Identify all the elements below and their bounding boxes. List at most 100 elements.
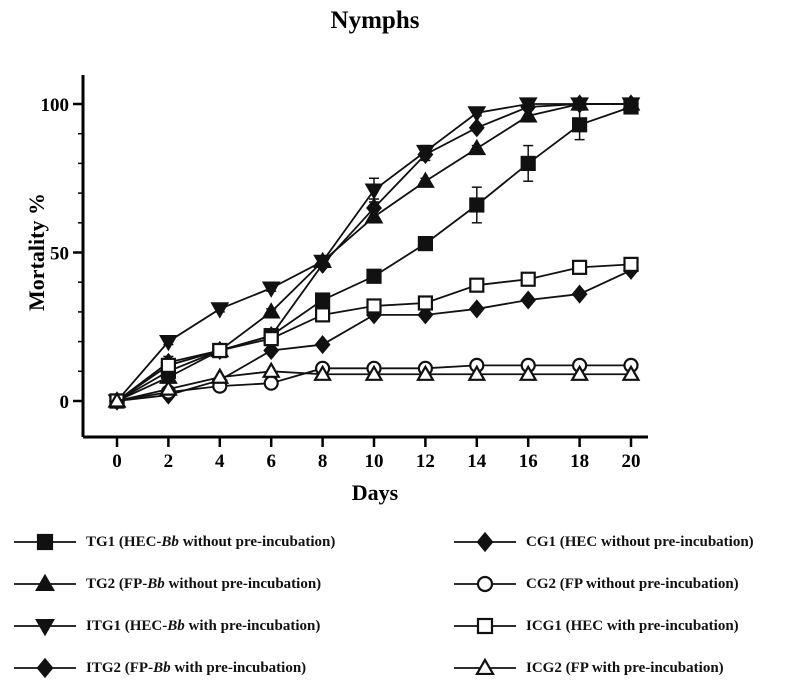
data-point-itg2 (366, 198, 382, 218)
series-icg1 (109, 256, 639, 409)
legend-item-cg2: CG2 (FP without pre-incubation) (450, 570, 739, 598)
data-point-tg2 (467, 138, 487, 156)
legend-marker-tg1 (36, 533, 54, 551)
legend-swatch-itg1 (14, 618, 76, 637)
x-tick-label: 14 (467, 451, 487, 472)
legend-label-suffix: without pre-incubation) (178, 533, 336, 550)
legend-item-cg1: CG1 (HEC without pre-incubation) (450, 528, 754, 556)
data-point-icg2 (210, 367, 230, 384)
legend-label-italic: Bb (167, 617, 185, 634)
data-point-itg1 (159, 334, 178, 352)
data-point-tg1 (417, 235, 433, 252)
legend-label: TG1 (HEC-Bb without pre-incubation) (86, 534, 335, 551)
legend-label-prefix: CG1 (HEC without pre-incubation) (526, 533, 754, 550)
legend-label: TG2 (FP-Bb without pre-incubation) (86, 576, 321, 593)
data-point-tg2 (261, 302, 281, 319)
legend-label-prefix: TG2 (FP- (86, 575, 148, 592)
legend-label: ITG2 (FP-Bb with pre-incubation) (86, 660, 306, 677)
legend-swatch-tg2 (14, 573, 76, 592)
data-point-itg2 (468, 118, 485, 138)
data-point-itg1 (210, 302, 230, 319)
y-tick-label: 100 (41, 95, 70, 116)
legend-label-prefix: ITG1 (HEC- (86, 617, 168, 634)
data-point-icg2 (107, 391, 127, 408)
legend-marker-icg2 (475, 657, 495, 676)
data-point-icg1 (160, 357, 176, 373)
legend-swatch-itg2 (14, 657, 76, 679)
legend-item-itg1: ITG1 (HEC-Bb with pre-incubation) (10, 612, 320, 640)
data-point-tg1 (315, 292, 331, 308)
data-point-itg1 (364, 183, 384, 200)
x-tick-label: 12 (416, 451, 435, 472)
legend-marker-itg1 (35, 618, 55, 637)
data-point-cg1 (468, 299, 485, 319)
data-point-icg1 (469, 277, 485, 293)
legend-label: ITG1 (HEC-Bb with pre-incubation) (86, 618, 320, 635)
legend-swatch-cg1 (454, 531, 516, 553)
data-point-icg2 (313, 364, 332, 381)
legend-item-tg2: TG2 (FP-Bb without pre-incubation) (10, 570, 321, 598)
x-tick-label: 10 (365, 451, 384, 472)
y-axis-label: Mortality % (24, 193, 49, 311)
legend-label-prefix: ICG1 (HEC with pre-incubation) (526, 617, 739, 634)
x-tick-label: 2 (164, 451, 174, 472)
legend-label-prefix: CG2 (FP without pre-incubation) (526, 575, 739, 592)
data-point-cg1 (417, 305, 434, 325)
data-point-itg1 (261, 281, 281, 298)
data-point-itg2 (520, 97, 537, 117)
legend-marker-icg1 (476, 617, 494, 635)
legend-label-italic: Bb (147, 575, 165, 592)
series-icg2 (107, 361, 641, 408)
data-point-tg1 (520, 155, 536, 171)
data-point-icg2 (518, 364, 538, 381)
data-point-itg2 (571, 94, 588, 114)
data-point-cg1 (520, 290, 537, 310)
x-tick-label: 0 (112, 451, 122, 472)
legend-label-prefix: ICG2 (FP with pre-incubation) (526, 659, 724, 676)
legend-item-itg2: ITG2 (FP-Bb with pre-incubation) (10, 654, 306, 682)
y-tick-label: 0 (60, 392, 70, 413)
legend-label-italic: Bb (153, 659, 171, 676)
legend-item-tg1: TG1 (HEC-Bb without pre-incubation) (10, 528, 335, 556)
legend-label-suffix: with pre-incubation) (184, 617, 321, 634)
legend-label-prefix: TG1 (HEC- (86, 533, 162, 550)
series-layer (107, 94, 641, 411)
data-point-tg2 (416, 171, 435, 188)
data-point-icg2 (570, 364, 589, 381)
legend-label-suffix: without pre-incubation) (164, 575, 322, 592)
legend-marker-tg2 (35, 573, 55, 592)
data-point-cg1 (314, 335, 331, 355)
data-point-icg2 (261, 361, 281, 378)
legend-label: ICG2 (FP with pre-incubation) (526, 660, 724, 677)
series-cg1 (109, 260, 639, 411)
x-tick-label: 4 (215, 451, 225, 472)
y-tick-label: 50 (50, 244, 69, 265)
legend-swatch-tg1 (14, 533, 76, 551)
data-point-icg1 (315, 307, 331, 323)
chart-title: Nymphs (331, 7, 420, 34)
legend-label-italic: Bb (161, 533, 179, 550)
data-point-icg2 (467, 364, 487, 381)
series-line-itg2 (116, 103, 631, 402)
legend-marker-itg2 (36, 657, 54, 679)
legend-marker-cg2 (476, 575, 494, 593)
data-point-itg2 (314, 254, 331, 274)
data-point-tg1 (571, 117, 588, 133)
legend-item-icg1: ICG1 (HEC with pre-incubation) (450, 612, 739, 640)
legend-label: CG1 (HEC without pre-incubation) (526, 534, 754, 551)
x-tick-label: 20 (622, 451, 641, 472)
legend-marker-cg1 (476, 531, 494, 553)
legend-label: CG2 (FP without pre-incubation) (526, 576, 739, 593)
x-tick-label: 18 (570, 451, 589, 472)
data-point-icg1 (417, 295, 433, 311)
legend-label-prefix: ITG2 (FP- (86, 659, 154, 676)
data-point-cg1 (571, 284, 588, 304)
data-point-itg2 (417, 144, 434, 165)
legend-swatch-icg1 (454, 617, 516, 635)
mortality-chart: Nymphs 0 2 4 6 8 10 12 14 16 18 20 0 50 100 Days Mort… (24, 7, 648, 505)
data-point-cg1 (263, 340, 280, 361)
data-point-icg1 (520, 271, 536, 287)
data-point-cg2 (263, 375, 279, 391)
legend-swatch-icg2 (454, 657, 516, 676)
data-point-icg2 (364, 364, 384, 381)
